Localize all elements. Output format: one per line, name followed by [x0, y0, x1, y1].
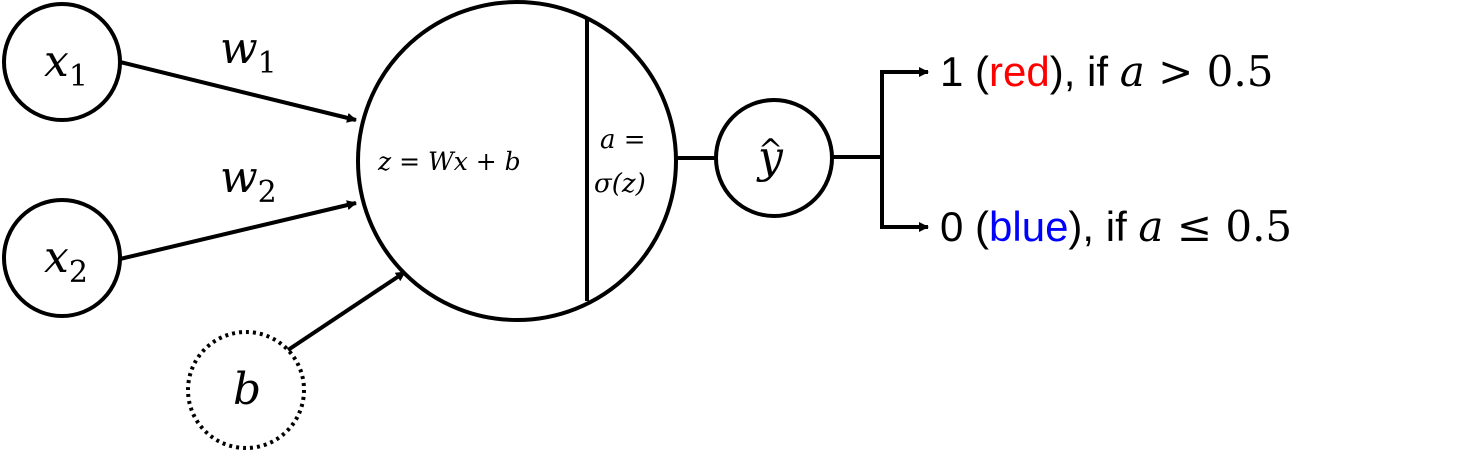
weight-w2: w2 [220, 152, 277, 210]
weight-w1: w1 [220, 23, 277, 81]
decision-blue: 0 (blue), if a ≤ 0.5 [940, 202, 1292, 251]
bias-node: b [186, 330, 306, 450]
w2-sub: 2 [258, 175, 277, 210]
edge-x2-to-neuron [119, 200, 357, 261]
decision-blue-close: ), if [1068, 203, 1138, 250]
x2-sub: 2 [69, 255, 88, 290]
decision-blue-op: ≤ 0.5 [1163, 202, 1292, 251]
activation-line2: σ(z) [594, 169, 646, 199]
linear-formula: z = Wx + b [377, 147, 521, 176]
input-node-x1: x1 [2, 2, 122, 122]
w2-base: w [220, 152, 258, 203]
decision-red-var: a [1120, 47, 1145, 96]
bias-label: b [233, 364, 261, 415]
output-node: ^ y [714, 98, 834, 218]
decision-blue-var: a [1138, 202, 1163, 251]
w1-base: w [220, 23, 258, 74]
edge-x1-to-neuron [119, 60, 357, 123]
decision-branch [832, 67, 929, 232]
neuron-node: z = Wx + b a = σ(z) [356, 0, 678, 322]
output-hat: ^ [758, 133, 783, 168]
input-node-x2: x2 [2, 198, 122, 318]
x1-base: x [44, 36, 69, 87]
svg-text:x2: x2 [44, 232, 88, 290]
decision-red-close: ), if [1050, 48, 1120, 95]
decision-blue-label: blue [989, 203, 1068, 250]
decision-red-op: > 0.5 [1145, 47, 1274, 96]
decision-blue-value: 0 ( [940, 203, 989, 250]
x2-base: x [44, 232, 69, 283]
output-label: y [756, 132, 784, 183]
edge-bias-to-neuron [286, 270, 407, 352]
activation-line1: a = [600, 125, 646, 155]
x1-sub: 1 [69, 59, 88, 94]
decision-red: 1 (red), if a > 0.5 [940, 47, 1273, 96]
decision-red-label: red [989, 48, 1050, 95]
svg-text:x1: x1 [44, 36, 88, 94]
w1-sub: 1 [258, 46, 277, 81]
decision-red-value: 1 ( [940, 48, 989, 95]
